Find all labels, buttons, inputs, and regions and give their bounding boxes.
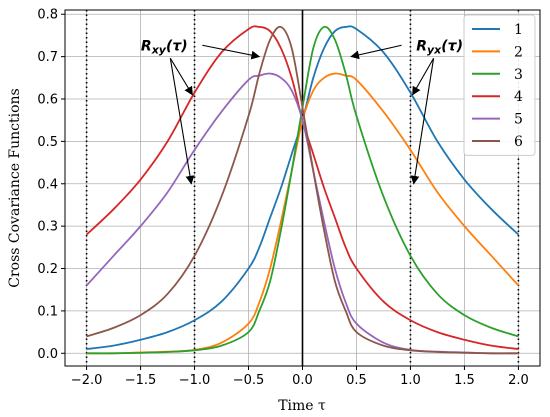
- y-tick-label: 0.6: [37, 93, 58, 108]
- legend-label: 2: [514, 44, 523, 60]
- legend: 1 2 3 4 5 6: [463, 14, 536, 156]
- x-tick-label: 0.0: [292, 373, 313, 388]
- x-tick-label: −0.5: [233, 373, 265, 388]
- legend-label: 5: [514, 112, 523, 128]
- y-tick-label: 0.1: [37, 304, 58, 319]
- x-tick-label: 0.5: [346, 373, 367, 388]
- annotation-arrow: [169, 58, 195, 185]
- annotation-arrow: [412, 57, 435, 96]
- x-tick-label: 1.5: [454, 373, 475, 388]
- legend-label: 3: [514, 67, 523, 83]
- axis-ticks: −2.0 −1.5 −1.0 −0.5 0.0 0.5 1.0 1.5 2.0 0.0 0.1 0.2…: [37, 8, 528, 388]
- legend-box: [463, 14, 536, 156]
- x-tick-label: −1.0: [179, 373, 211, 388]
- y-tick-label: 0.7: [37, 50, 58, 65]
- x-tick-label: −2.0: [71, 373, 103, 388]
- annotations: Rxy(τ) Ryx(τ): [141, 38, 463, 185]
- x-tick-label: 2.0: [508, 373, 529, 388]
- y-tick-label: 0.2: [37, 262, 58, 277]
- y-tick-label: 0.0: [37, 347, 58, 362]
- legend-label: 4: [514, 89, 523, 105]
- x-axis-label: Time τ: [278, 398, 326, 414]
- annotation-label: Ryx(τ): [416, 38, 463, 56]
- y-tick-label: 0.5: [37, 135, 58, 150]
- x-tick-label: −1.5: [125, 373, 157, 388]
- y-tick-label: 0.4: [37, 177, 58, 192]
- y-axis-label: Cross Covariance Functions: [7, 88, 23, 287]
- annotation-arrow: [202, 44, 261, 60]
- legend-label: 1: [514, 22, 523, 38]
- annotation-label: Rxy(τ): [141, 38, 188, 56]
- reference-lines: [85, 10, 520, 366]
- y-tick-label: 0.8: [37, 8, 58, 23]
- series-line-6: [86, 25, 519, 355]
- series-lines: [85, 25, 520, 355]
- annotation-arrow: [169, 57, 193, 96]
- y-tick-label: 0.3: [37, 220, 58, 235]
- annotation-arrow: [410, 58, 435, 185]
- legend-label: 6: [514, 134, 523, 150]
- annotation-arrow: [350, 44, 402, 60]
- x-tick-label: 1.0: [400, 373, 421, 388]
